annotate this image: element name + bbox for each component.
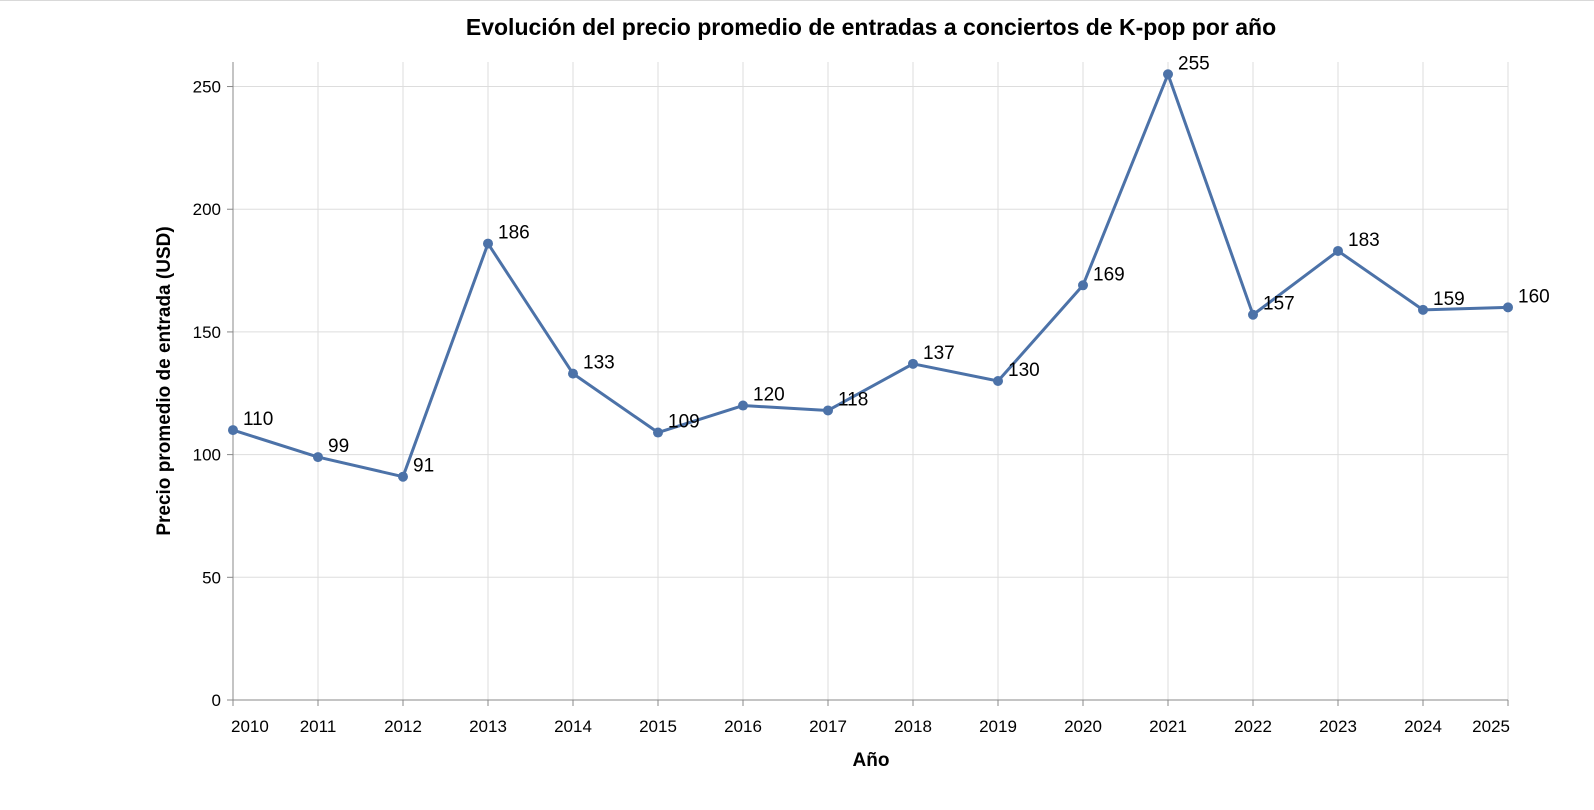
x-tick-label: 2016 — [724, 717, 762, 736]
data-label: 160 — [1518, 286, 1550, 307]
data-point — [1418, 304, 1428, 315]
x-axis-title: Año — [853, 750, 890, 771]
data-label: 120 — [753, 385, 785, 406]
y-tick-label: 0 — [212, 691, 221, 710]
data-point — [568, 368, 578, 379]
x-tick-label: 2012 — [384, 717, 422, 736]
data-label: 137 — [923, 343, 955, 364]
data-label: 157 — [1263, 294, 1295, 315]
chart-title: Evolución del precio promedio de entrada… — [466, 14, 1276, 40]
data-label: 169 — [1093, 264, 1125, 285]
y-tick-label: 200 — [193, 200, 221, 219]
y-tick-label: 100 — [193, 446, 221, 465]
series-line — [232, 72, 1509, 479]
data-label: 255 — [1178, 53, 1210, 74]
data-label: 91 — [413, 456, 434, 477]
data-label: 186 — [498, 223, 530, 244]
x-tick-label: 2024 — [1404, 717, 1442, 736]
data-label: 118 — [838, 389, 868, 410]
data-point — [483, 238, 493, 249]
x-tick-label: 2019 — [979, 717, 1017, 736]
data-point — [1163, 69, 1173, 80]
data-point — [993, 376, 1003, 386]
series-line-group — [228, 69, 1513, 482]
y-tick-label: 50 — [202, 568, 221, 587]
data-point — [398, 471, 408, 482]
top-border — [0, 0, 1594, 1]
data-point — [1078, 280, 1088, 291]
y-axis-title: Precio promedio de entrada (USD) — [154, 226, 175, 535]
data-point — [228, 425, 238, 436]
data-label: 183 — [1348, 230, 1380, 251]
data-point — [313, 452, 323, 463]
data-label: 109 — [668, 412, 700, 433]
y-tick-label: 150 — [193, 323, 221, 342]
x-tick-label: 2017 — [809, 717, 847, 736]
x-tick-label: 2025 — [1472, 717, 1510, 736]
data-label: 99 — [328, 436, 349, 457]
data-point — [1248, 309, 1258, 320]
x-tick-label: 2015 — [639, 717, 677, 736]
data-point — [1503, 302, 1513, 313]
data-point — [1333, 245, 1343, 256]
data-label: 159 — [1433, 289, 1465, 310]
x-tick-label: 2023 — [1319, 717, 1357, 736]
data-point — [738, 400, 748, 411]
data-point — [908, 358, 918, 369]
y-tick-label: 250 — [193, 78, 221, 97]
data-label: 133 — [583, 353, 615, 374]
data-label: 110 — [243, 409, 273, 430]
data-point — [653, 427, 663, 438]
axes: 2010 2011 2012 2013 2014 2015 2016 2017 2018 2019… — [193, 62, 1510, 736]
data-point — [823, 405, 833, 416]
grid-lines — [232, 62, 1509, 701]
x-tick-label: 2010 — [231, 717, 269, 736]
x-tick-label: 2021 — [1149, 717, 1187, 736]
x-tick-label: 2020 — [1064, 717, 1102, 736]
data-label: 130 — [1008, 360, 1040, 381]
x-tick-label: 2011 — [300, 717, 337, 736]
x-tick-label: 2018 — [894, 717, 932, 736]
data-labels: 110 99 91 186 133 109 120 118 137 130 169 255 157 183… — [243, 53, 1550, 476]
x-tick-label: 2014 — [554, 717, 592, 736]
x-tick-label: 2022 — [1234, 717, 1272, 736]
x-tick-label: 2013 — [469, 717, 507, 736]
